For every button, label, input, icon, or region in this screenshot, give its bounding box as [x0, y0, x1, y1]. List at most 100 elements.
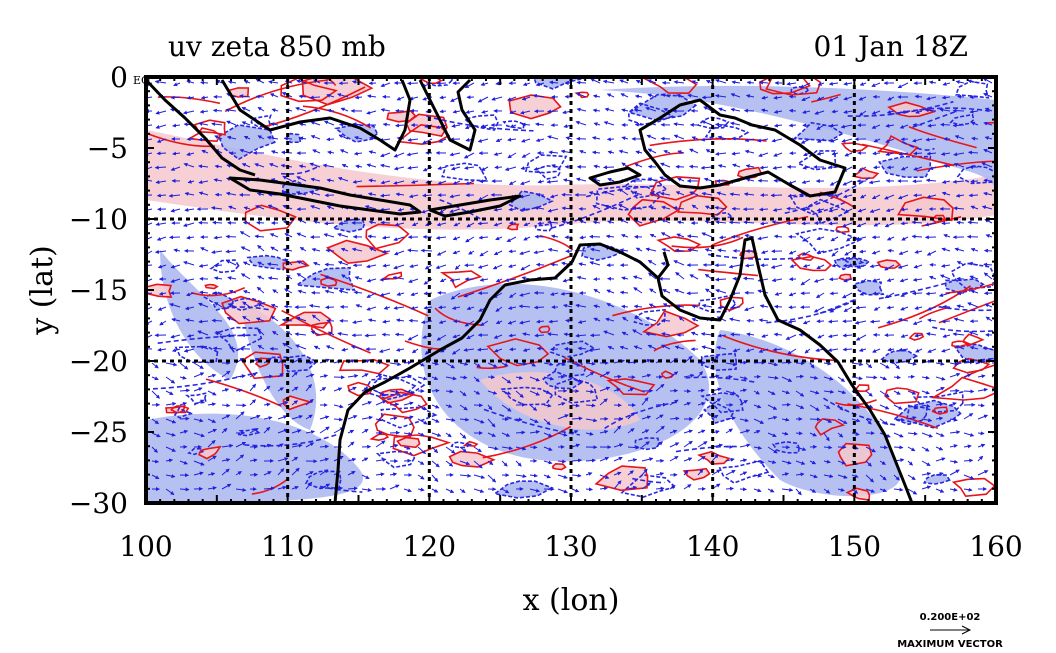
wind-vector — [310, 135, 321, 140]
negative-contour — [223, 306, 271, 311]
wind-vector — [873, 165, 881, 170]
vorticity-region — [699, 451, 729, 465]
wind-vector — [613, 374, 622, 379]
wind-vector — [169, 235, 181, 240]
wind-vector — [226, 135, 237, 140]
wind-vector — [508, 249, 517, 254]
wind-vector — [438, 305, 447, 310]
wind-vector — [200, 247, 209, 252]
wind-vector — [319, 387, 327, 392]
wind-vector — [254, 163, 265, 168]
vorticity-fills — [146, 77, 996, 503]
wind-vector — [212, 346, 223, 351]
positive-contour — [962, 333, 985, 347]
wind-vector — [295, 191, 307, 196]
wind-vector — [225, 260, 237, 266]
wind-vector — [305, 360, 314, 365]
wind-vector — [340, 107, 349, 112]
wind-vector — [337, 331, 349, 336]
wind-vector — [291, 456, 299, 462]
positive-contour — [302, 105, 372, 129]
wind-vector — [350, 345, 363, 350]
wind-vector — [967, 150, 979, 155]
x-tick-label: 150 — [828, 530, 881, 563]
wind-vector — [829, 291, 839, 296]
wind-vector — [603, 165, 615, 170]
wind-vector — [296, 79, 307, 84]
wind-vector — [305, 414, 313, 420]
wind-vector — [375, 472, 385, 477]
wind-vectors — [146, 77, 996, 496]
wind-vector — [366, 306, 377, 311]
wind-vector — [297, 289, 307, 294]
negative-contour — [441, 162, 489, 182]
wind-vector — [235, 388, 243, 393]
wind-vector — [382, 122, 391, 127]
wind-vector — [156, 151, 167, 156]
wind-vector — [963, 389, 975, 394]
wind-vector — [270, 178, 279, 183]
wind-vector — [366, 163, 377, 168]
wind-vector — [606, 137, 615, 142]
negative-contour — [708, 253, 801, 260]
wind-vector — [872, 151, 881, 156]
wind-vector — [352, 320, 363, 325]
wind-vector — [193, 460, 205, 466]
negative-contour — [534, 222, 553, 232]
wind-vector — [213, 276, 223, 281]
vector-legend-value: 0.200E+02 — [920, 612, 981, 623]
wind-vector — [226, 120, 237, 126]
positive-contour — [244, 204, 297, 232]
negative-contour — [938, 305, 996, 312]
wind-vector — [221, 443, 234, 448]
wind-vector — [407, 137, 419, 142]
wind-vector — [352, 179, 363, 184]
wind-vector — [395, 318, 405, 323]
wind-vector — [207, 402, 217, 407]
wind-vector — [326, 178, 335, 183]
wind-vector — [207, 428, 218, 434]
wind-vector — [184, 207, 195, 212]
wind-vector — [291, 371, 298, 378]
wind-vector — [169, 302, 181, 308]
wind-vector — [842, 333, 853, 338]
negative-contour — [620, 473, 677, 498]
wind-vector — [235, 403, 247, 408]
wind-vector — [199, 109, 209, 114]
wind-vector — [198, 319, 209, 324]
wind-vector — [379, 348, 391, 353]
positive-contour — [722, 334, 837, 362]
wind-vector — [277, 387, 284, 392]
negative-contour — [542, 370, 583, 390]
positive-contour — [930, 376, 996, 401]
wind-vector — [431, 460, 440, 468]
wind-vector — [407, 81, 419, 86]
wind-vector — [225, 108, 237, 113]
wind-vector — [393, 305, 405, 310]
negative-contour — [581, 243, 625, 262]
wind-vector — [781, 402, 791, 407]
wind-vector — [183, 222, 195, 227]
wind-vector — [537, 221, 545, 226]
wind-vector — [267, 276, 279, 281]
wind-vector — [225, 234, 237, 239]
wind-vector — [310, 177, 321, 182]
wind-vector — [557, 459, 567, 464]
wind-vector — [956, 220, 965, 225]
negative-contour — [492, 480, 554, 499]
wind-vector — [257, 261, 265, 266]
wind-vector — [179, 402, 188, 406]
wind-vector — [394, 222, 405, 227]
wind-vector — [165, 418, 177, 424]
wind-vector — [185, 318, 195, 323]
positive-contour — [916, 160, 996, 172]
wind-vector — [367, 318, 377, 323]
x-tick-label: 110 — [261, 530, 314, 563]
wind-vector — [396, 96, 405, 101]
wind-vector — [168, 193, 181, 198]
wind-vector — [298, 122, 307, 127]
positive-contour — [325, 239, 390, 265]
negative-contour — [450, 441, 473, 449]
wind-vector — [396, 292, 405, 296]
wind-vector — [193, 372, 205, 378]
